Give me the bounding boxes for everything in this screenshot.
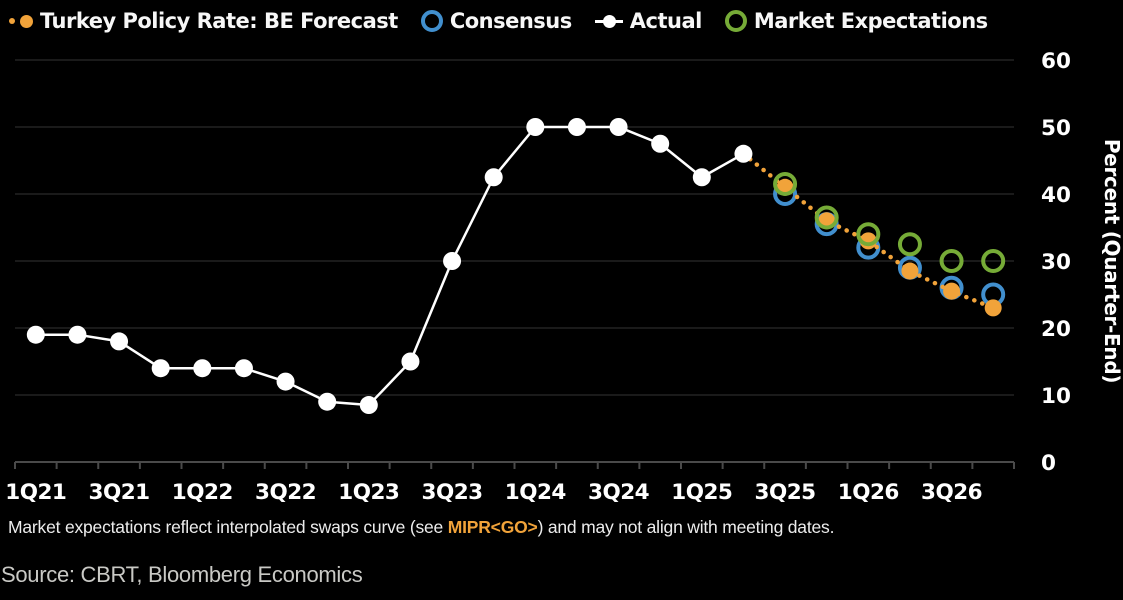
y-tick-label: 0 — [1041, 451, 1056, 476]
y-tick-label: 50 — [1041, 116, 1071, 141]
actual-point — [443, 252, 462, 270]
x-tick-label: 3Q24 — [588, 480, 649, 505]
source-line: Source: CBRT, Bloomberg Economics — [1, 562, 363, 587]
mipr-go-code: MIPR<GO> — [447, 517, 538, 537]
legend-item-be-forecast: Turkey Policy Rate: BE Forecast — [9, 9, 398, 33]
legend-label-consensus: Consensus — [449, 9, 572, 33]
y-axis-title: Percent (Quarter-End) — [1100, 139, 1123, 383]
market-expectations-point — [814, 205, 839, 230]
actual-point — [692, 168, 711, 187]
legend: Turkey Policy Rate: BE Forecast Consensu… — [9, 9, 988, 33]
x-tick-label: 1Q21 — [5, 480, 66, 505]
actual-point — [526, 118, 545, 136]
y-tick-label: 60 — [1041, 49, 1071, 74]
actual-point — [193, 359, 212, 378]
market-expectations-point — [981, 249, 1006, 273]
actual-point — [318, 392, 337, 411]
actual-point — [234, 359, 253, 378]
actual-line — [35, 125, 745, 407]
open-circle-marker-icon — [420, 10, 443, 32]
actual-point — [151, 359, 170, 378]
actual-point — [401, 352, 420, 371]
be-forecast-point — [943, 282, 961, 300]
y-tick-label: 30 — [1041, 250, 1071, 275]
actual-point — [651, 134, 670, 153]
x-tick-label: 3Q22 — [255, 480, 316, 505]
x-tick-label: 3Q23 — [421, 480, 482, 505]
y-tick-label: 20 — [1041, 317, 1071, 342]
y-tick-label: 10 — [1041, 384, 1071, 409]
legend-label-market-expectations: Market Expectations — [753, 9, 988, 33]
actual-point — [567, 118, 586, 136]
actual-point — [359, 396, 378, 415]
x-tick-label: 1Q25 — [671, 480, 732, 505]
line-dot-marker-icon — [594, 13, 623, 29]
footnote-text-post: ) and may not align with meeting dates. — [537, 517, 835, 537]
legend-item-consensus: Consensus — [420, 9, 572, 33]
open-circle-marker-icon — [724, 10, 747, 32]
actual-point — [734, 144, 753, 163]
legend-label-be-forecast: Turkey Policy Rate: BE Forecast — [40, 9, 398, 33]
actual-point — [276, 372, 295, 391]
market-expectations-point — [856, 222, 881, 247]
actual-point — [484, 168, 503, 187]
legend-label-actual: Actual — [629, 9, 703, 33]
actual-point — [68, 325, 87, 344]
actual-point — [110, 332, 129, 351]
legend-item-actual: Actual — [594, 9, 703, 33]
actual-point — [26, 325, 45, 344]
dotted-line-marker-icon — [9, 14, 33, 28]
x-tick-label: 3Q26 — [921, 480, 982, 505]
x-tick-label: 3Q25 — [754, 480, 815, 505]
x-tick-label: 3Q21 — [88, 480, 149, 505]
x-tick-label: 1Q23 — [338, 480, 399, 505]
be-forecast-point — [901, 262, 919, 280]
be-forecast-point — [984, 299, 1002, 317]
legend-item-market-expectations: Market Expectations — [724, 9, 988, 33]
x-tick-label: 1Q22 — [172, 480, 233, 505]
market-expectations-point — [939, 249, 964, 273]
market-expectations-point — [773, 171, 798, 196]
x-tick-label: 1Q24 — [505, 480, 566, 505]
market-expectations-point — [897, 232, 922, 257]
x-tick-label: 1Q26 — [838, 480, 899, 505]
y-tick-label: 40 — [1041, 183, 1071, 208]
footnote-text-pre: Market expectations reflect interpolated… — [8, 517, 448, 537]
actual-point — [609, 118, 628, 136]
footnote: Market expectations reflect interpolated… — [8, 517, 834, 538]
